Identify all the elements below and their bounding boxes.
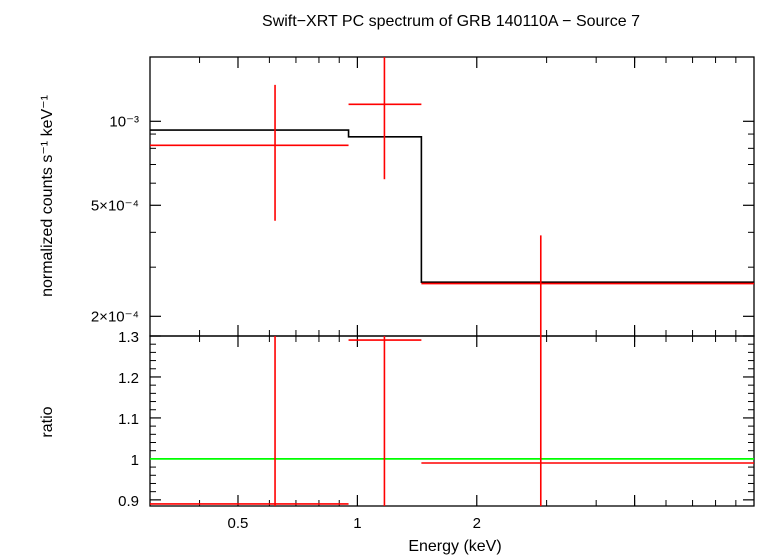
bottom-y-tick-label: 1.3 (118, 329, 139, 346)
x-tick-label: 0.5 (228, 515, 249, 532)
bottom-y-tick-label: 1.1 (118, 411, 139, 428)
x-tick-label: 2 (473, 515, 481, 532)
bottom-y-tick-label: 0.9 (118, 493, 139, 510)
tick-marks (149, 57, 754, 506)
top-panel-y-axis-label: normalized counts s⁻¹ keV⁻¹ (39, 95, 56, 297)
tick-labels: 10⁻³ 5×10⁻⁴ 2×10⁻⁴ 0.9 1 1.1 1.2 1.3 0.5 1 2 (91, 113, 481, 532)
data-marks (150, 57, 754, 506)
bottom-y-tick-label: 1.2 (118, 370, 139, 387)
bottom-y-tick-label: 1 (131, 452, 139, 469)
top-y-tick-label: 5×10⁻⁴ (91, 197, 139, 214)
top-y-tick-label: 10⁻³ (109, 113, 139, 130)
bottom-panel-y-axis-label: ratio (39, 406, 56, 437)
x-axis-label: Energy (keV) (408, 538, 501, 555)
chart-title: Swift−XRT PC spectrum of GRB 140110A − S… (262, 13, 640, 30)
x-tick-label: 1 (353, 515, 361, 532)
bottom-panel-frame (149, 335, 755, 507)
top-y-tick-label: 2×10⁻⁴ (91, 308, 139, 325)
